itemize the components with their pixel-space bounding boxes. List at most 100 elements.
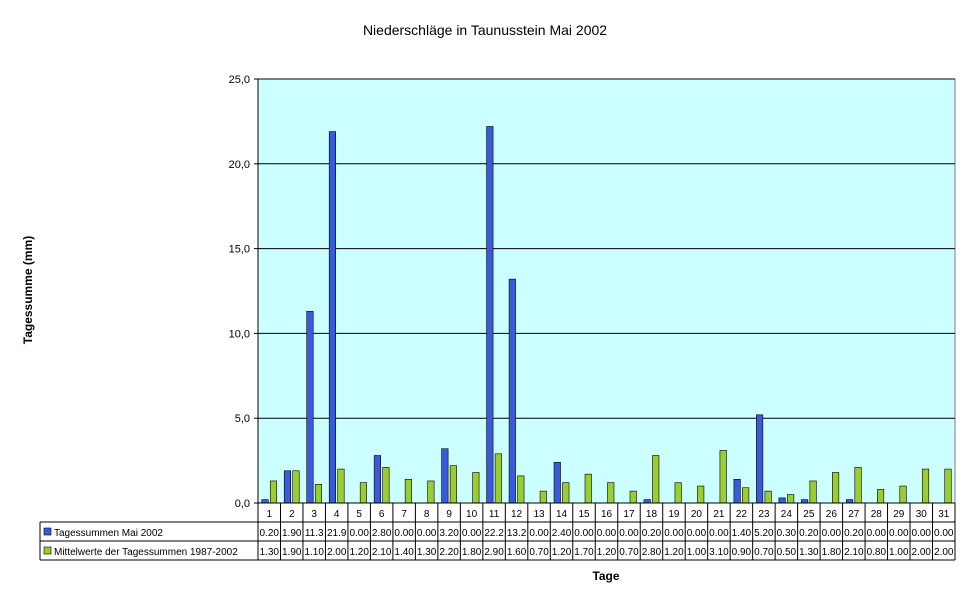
data-label: 0.00 (394, 528, 414, 539)
data-label: 0.00 (574, 528, 594, 539)
x-tick-label: 22 (736, 509, 748, 520)
data-label: 0.20 (260, 528, 280, 539)
x-tick-label: 21 (713, 509, 725, 520)
x-tick-label: 8 (424, 509, 430, 520)
bar (441, 448, 449, 504)
data-label: 1.80 (822, 547, 842, 558)
data-label: 21.9 (327, 528, 347, 539)
bar (517, 475, 525, 504)
data-label: 0.20 (642, 528, 662, 539)
x-tick-label: 19 (668, 509, 680, 520)
bar (787, 494, 795, 504)
data-label: 1.30 (417, 547, 437, 558)
bar (328, 131, 336, 504)
x-tick-label: 30 (916, 509, 928, 520)
bar (801, 499, 809, 504)
data-label: 0.20 (799, 528, 819, 539)
y-tick-label: 0,0 (235, 498, 250, 510)
legend-swatch (43, 527, 52, 536)
data-label: 0.70 (529, 547, 549, 558)
plot-area (257, 78, 956, 504)
data-label: 1.20 (597, 547, 617, 558)
data-label: 1.40 (394, 547, 414, 558)
data-label: 2.00 (327, 547, 347, 558)
legend-label: Mittelwerte der Tagessummen 1987-2002 (54, 547, 238, 558)
x-tick-label: 18 (646, 509, 658, 520)
x-tick-label: 6 (379, 509, 385, 520)
y-tick-label: 25,0 (229, 74, 250, 86)
data-label: 1.60 (507, 547, 527, 558)
bar (283, 470, 292, 504)
data-label: 1.10 (304, 547, 324, 558)
data-label: 1.30 (260, 547, 280, 558)
data-label: 13.2 (507, 528, 527, 539)
x-tick-label: 13 (533, 509, 545, 520)
data-label: 11.3 (305, 528, 324, 539)
bar (494, 453, 502, 504)
data-label: 0.00 (687, 528, 707, 539)
bar (427, 480, 435, 504)
data-label: 3.20 (439, 528, 459, 539)
legend-swatch (43, 546, 52, 555)
bar (373, 455, 381, 504)
data-label: 0.00 (709, 528, 729, 539)
bar (382, 467, 390, 504)
data-label: 1.20 (664, 547, 684, 558)
bar (733, 478, 741, 504)
data-label: 2.80 (642, 547, 662, 558)
data-label: 5.20 (754, 528, 774, 539)
x-tick-label: 7 (401, 509, 407, 520)
x-tick-label: 10 (466, 509, 478, 520)
bar (643, 499, 651, 504)
x-tick-label: 28 (871, 509, 883, 520)
bar (269, 480, 278, 504)
bar (652, 455, 660, 504)
data-label: 2.00 (934, 547, 954, 558)
data-label: 0.00 (912, 528, 932, 539)
data-label: 1.70 (574, 547, 594, 558)
bar (629, 490, 637, 504)
data-label: 1.90 (282, 547, 302, 558)
data-label: 0.20 (844, 528, 864, 539)
data-label: 3.10 (709, 547, 729, 558)
bar (778, 497, 786, 504)
x-tick-label: 1 (266, 509, 272, 520)
chart-title: Niederschläge in Taunusstein Mai 2002 (362, 22, 608, 38)
bar (674, 482, 682, 504)
x-tick-label: 25 (803, 509, 815, 520)
data-label: 2.10 (844, 547, 864, 558)
data-label: 0.00 (349, 528, 369, 539)
bar (584, 473, 592, 504)
bar (742, 487, 750, 504)
bar (449, 465, 457, 504)
x-tick-label: 9 (446, 509, 452, 520)
bar (508, 278, 516, 504)
data-label: 1.90 (282, 528, 302, 539)
x-tick-label: 5 (356, 509, 362, 520)
bar (292, 470, 300, 504)
data-label: 0.00 (619, 528, 639, 539)
data-label: 0.00 (664, 528, 684, 539)
bar (756, 414, 764, 504)
x-tick-label: 31 (938, 509, 950, 520)
bar (854, 467, 862, 504)
y-tick-label: 10,0 (229, 328, 250, 340)
data-label: 2.80 (372, 528, 392, 539)
bar (306, 311, 314, 504)
x-tick-label: 29 (893, 509, 905, 520)
bar (539, 490, 547, 504)
y-tick-label: 15,0 (229, 244, 250, 256)
data-label: 0.00 (462, 528, 482, 539)
bar (877, 489, 885, 504)
data-label: 0.00 (417, 528, 437, 539)
x-tick-label: 26 (826, 509, 838, 520)
data-label: 0.50 (777, 547, 797, 558)
data-label: 1.20 (552, 547, 572, 558)
x-tick-label: 16 (601, 509, 613, 520)
x-axis-label: Tage (592, 569, 620, 583)
x-tick-label: 12 (511, 509, 523, 520)
y-tick-label: 20,0 (229, 159, 250, 171)
data-label: 0.00 (822, 528, 842, 539)
data-label: 0.00 (597, 528, 617, 539)
bar (809, 480, 817, 504)
